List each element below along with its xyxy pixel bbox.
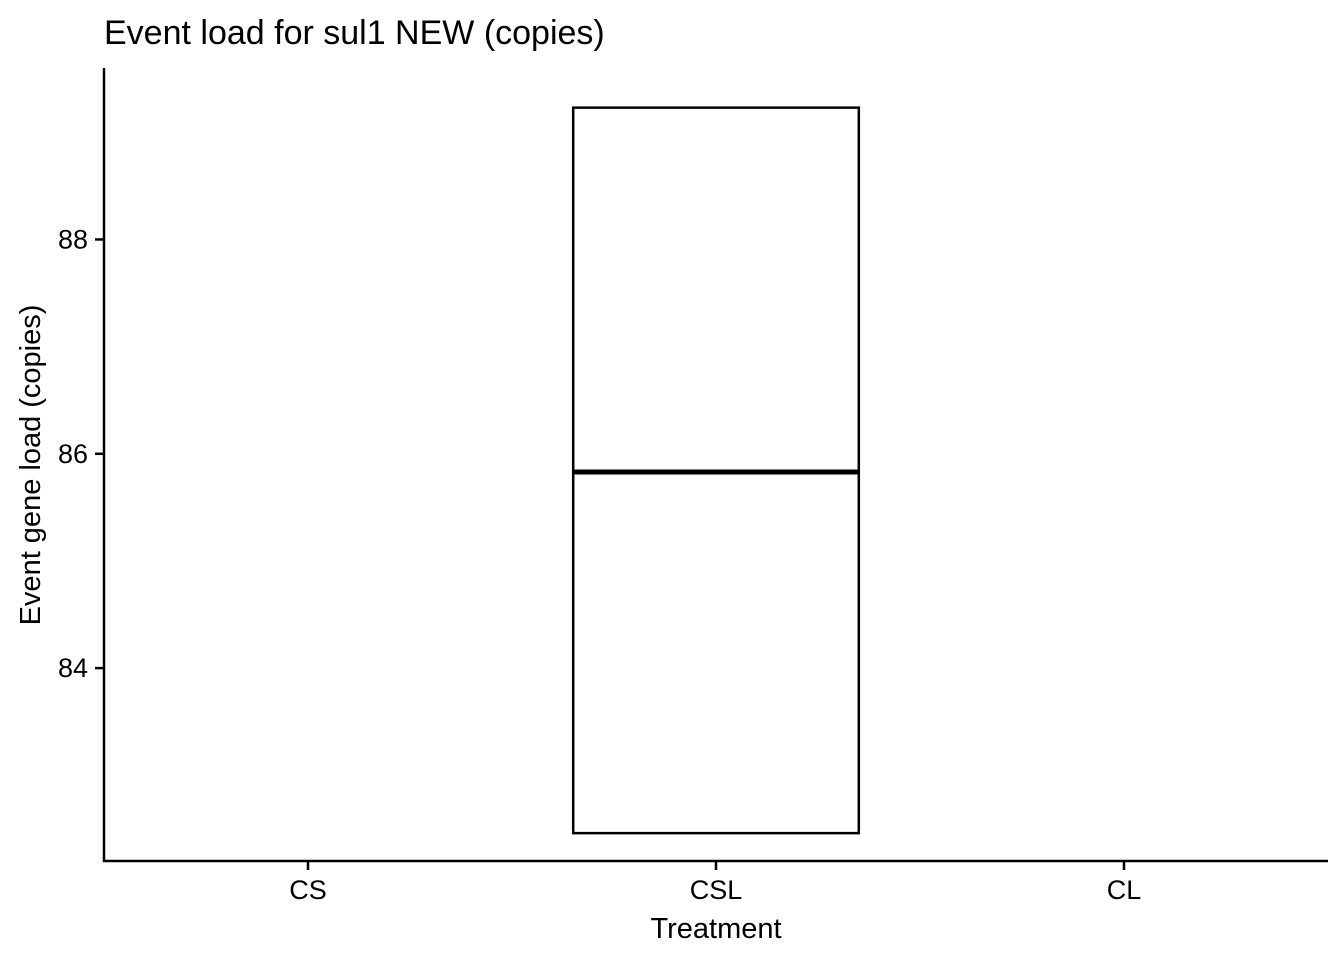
x-axis-label: Treatment: [650, 913, 781, 945]
y-tick-label: 84: [58, 653, 88, 683]
x-tick-label: CSL: [690, 875, 743, 905]
plot-area: 84 86 88 CS CSL CL: [58, 68, 1328, 905]
x-tick-label: CS: [289, 875, 327, 905]
y-tick-label: 86: [58, 439, 88, 469]
y-axis-label: Event gene load (copies): [15, 305, 47, 626]
x-tick-label: CL: [1107, 875, 1142, 905]
y-tick-label: 88: [58, 224, 88, 254]
chart-title: Event load for sul1 NEW (copies): [104, 14, 605, 52]
